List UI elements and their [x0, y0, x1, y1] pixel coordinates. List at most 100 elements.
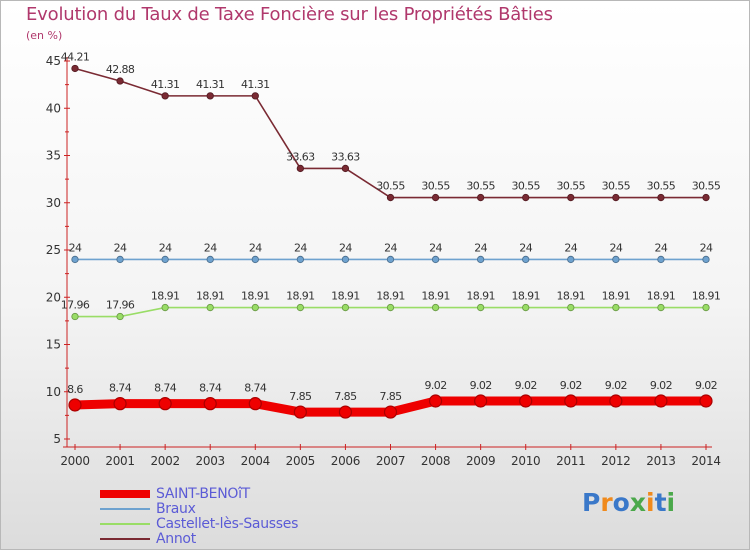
x-tick-label: 2000: [60, 454, 89, 468]
data-point: [68, 398, 82, 412]
data-label: 24: [69, 241, 82, 254]
data-label: 7.85: [379, 390, 402, 403]
data-point: [251, 92, 259, 100]
data-label: 8.74: [244, 382, 267, 395]
data-point: [476, 193, 485, 202]
legend-label: Annot: [156, 531, 196, 547]
data-label: 7.85: [289, 390, 312, 403]
data-label: 24: [204, 241, 217, 254]
data-point: [341, 303, 350, 312]
x-tick-label: 2012: [601, 454, 630, 468]
data-label: 24: [609, 241, 622, 254]
data-label: 30.55: [466, 180, 495, 193]
data-label: 18.91: [511, 290, 540, 303]
data-point: [341, 164, 350, 173]
data-point: [564, 394, 578, 408]
data-point: [476, 303, 485, 312]
data-label-layer: 8.6 8.74 8.74 8.74 8.74 7.85 7.85 7.85 9.02 9.02 9…: [61, 50, 722, 403]
data-label: 8.74: [154, 382, 177, 395]
data-label: 18.91: [466, 290, 495, 303]
data-label: 33.63: [331, 150, 360, 163]
data-label: 44.21: [61, 50, 90, 63]
data-label: 9.02: [560, 379, 582, 392]
data-point: [116, 312, 124, 321]
legend: SAINT-BENOîT Braux Castellet-lès-Sausses An…: [100, 487, 400, 547]
data-point: [296, 255, 305, 264]
data-point: [71, 64, 79, 73]
data-point: [386, 193, 395, 202]
data-label: 9.02: [470, 379, 492, 392]
logo-letter: P: [582, 488, 601, 517]
data-point: [338, 405, 353, 419]
data-label: 30.55: [647, 180, 676, 193]
data-point: [206, 255, 214, 264]
data-point: [203, 397, 217, 411]
data-point: [657, 193, 665, 202]
data-label: 24: [384, 241, 397, 254]
data-point: [522, 303, 530, 312]
data-label: 18.91: [692, 290, 721, 303]
data-label: 30.55: [376, 180, 405, 193]
axes: 5 10 15 20 25 30 35 40 45 2000 2001 2002 2003 2004 200…: [46, 54, 721, 468]
data-label: 41.31: [241, 78, 270, 91]
logo-letter: i: [646, 488, 655, 517]
data-label: 9.02: [650, 379, 672, 392]
data-point: [519, 394, 533, 408]
data-label: 18.91: [196, 290, 225, 303]
data-label: 18.91: [151, 290, 180, 303]
y-tick-label: 25: [46, 243, 61, 257]
data-point: [431, 193, 440, 202]
logo-letter: i: [666, 488, 676, 517]
data-label: 18.91: [602, 290, 631, 303]
data-label: 24: [655, 241, 668, 254]
y-tick-label: 10: [46, 385, 61, 399]
data-point: [116, 255, 124, 264]
data-label: 42.88: [106, 63, 135, 76]
proxiti-logo: Proxiti: [582, 488, 675, 517]
data-label: 18.91: [331, 290, 360, 303]
data-point: [567, 303, 575, 312]
data-point: [428, 394, 443, 408]
legend-label: SAINT-BENOîT: [156, 486, 250, 502]
data-label: 9.02: [605, 379, 627, 392]
data-point: [161, 303, 169, 312]
data-label: 24: [429, 241, 442, 254]
y-tick-label: 5: [53, 432, 61, 446]
legend-item-castellet-l-s-sausses: Castellet-lès-Sausses: [100, 517, 400, 532]
x-tick-label: 2003: [196, 454, 225, 468]
data-label: 24: [519, 241, 532, 254]
data-label: 18.91: [647, 290, 676, 303]
data-label: 18.91: [557, 290, 586, 303]
data-point: [431, 303, 440, 312]
data-point: [251, 303, 259, 312]
data-label: 41.31: [196, 78, 225, 91]
data-point: [702, 303, 710, 312]
x-tick-label: 2006: [331, 454, 360, 468]
legend-item-annot: Annot: [100, 532, 400, 547]
data-point: [702, 193, 710, 202]
data-label: 18.91: [376, 290, 405, 303]
chart-unit-label: (en %): [26, 29, 63, 42]
legend-swatch: [100, 508, 150, 510]
data-point: [113, 397, 127, 411]
data-point: [654, 394, 668, 408]
chart-title: Evolution du Taux de Taxe Foncière sur l…: [26, 4, 553, 25]
legend-item-braux: Braux: [100, 502, 400, 517]
data-label: 17.96: [61, 299, 90, 312]
data-point: [248, 397, 262, 411]
x-tick-label: 2011: [556, 454, 585, 468]
data-point: [158, 397, 172, 411]
data-label: 24: [114, 241, 127, 254]
data-point: [522, 193, 530, 202]
data-label: 18.91: [286, 290, 315, 303]
data-point: [116, 77, 124, 85]
data-label: 9.02: [695, 379, 717, 392]
data-label: 24: [700, 241, 713, 254]
data-label: 30.55: [511, 180, 540, 193]
data-point: [476, 255, 485, 264]
x-tick-label: 2005: [286, 454, 315, 468]
data-point: [251, 255, 259, 264]
data-point: [383, 405, 398, 419]
data-point: [206, 92, 214, 100]
